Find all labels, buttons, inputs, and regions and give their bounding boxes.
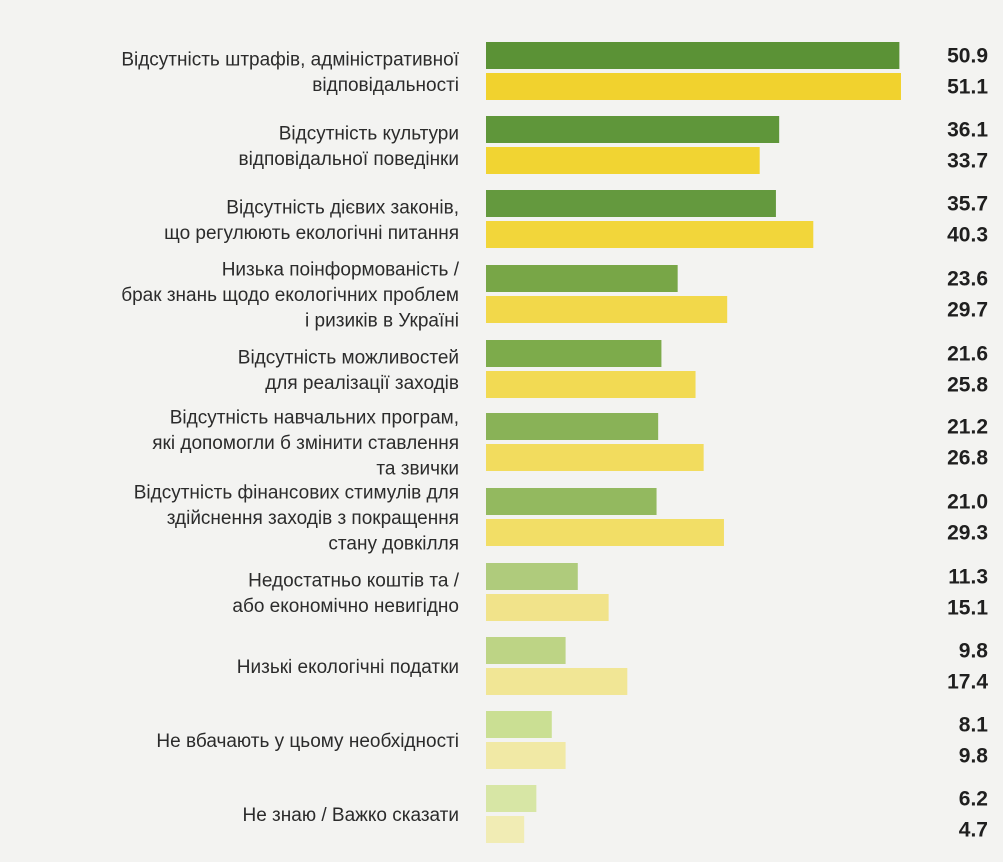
bar-series-1	[486, 413, 659, 440]
value-label: 21.6	[947, 343, 988, 366]
bar-series-1	[486, 116, 780, 143]
value-label: 21.2	[947, 416, 988, 439]
bar-series-2	[486, 296, 728, 323]
category-label-line: Відсутність навчальних програм,	[170, 408, 459, 429]
value-label: 9.8	[959, 640, 989, 663]
value-label: 36.1	[947, 119, 988, 142]
bar-series-2	[486, 73, 901, 100]
value-label: 26.8	[947, 447, 988, 470]
bar-series-1	[486, 340, 662, 367]
category-label-line: Відсутність штрафів, адміністративної	[121, 49, 459, 70]
value-label: 35.7	[947, 193, 988, 216]
category-label-line: стану довкілля	[328, 534, 459, 555]
category-label: Відсутність дієвих законів, що регулюють …	[164, 197, 459, 244]
bar-series-1	[486, 637, 566, 664]
bar-series-1	[486, 488, 657, 515]
category-label-line: і ризиків в Україні	[305, 311, 459, 332]
category-label: Не знаю / Важко сказати	[242, 805, 459, 826]
value-label: 29.3	[947, 522, 988, 545]
category-label: Недостатньо коштів та / або економічно не…	[232, 570, 459, 617]
value-label: 23.6	[947, 268, 988, 291]
bar-series-1	[486, 563, 578, 590]
bar-series-2	[486, 594, 609, 621]
bar-series-1	[486, 190, 776, 217]
category-label-line: Відсутність дієвих законів,	[226, 197, 459, 218]
category-label-line: Відсутність можливостей	[238, 347, 459, 368]
value-label: 21.0	[947, 491, 988, 514]
bar-series-1	[486, 265, 678, 292]
category-label: Відсутність фінансових стимулів для здійс…	[134, 483, 459, 555]
bar-series-2	[486, 371, 696, 398]
category-label-line: або економічно невигідно	[232, 596, 459, 617]
category-label-line: Відсутність фінансових стимулів для	[134, 483, 459, 504]
category-label-line: здійснення заходів з покращення	[167, 508, 459, 529]
bar-series-2	[486, 519, 724, 546]
category-label-line: які допомогли б змінити ставлення	[152, 433, 459, 454]
category-label-line: Низька поінформованість /	[222, 260, 460, 281]
category-label-line: брак знань щодо екологічних проблем	[121, 285, 459, 306]
value-label: 9.8	[959, 745, 989, 768]
bar-series-2	[486, 444, 704, 471]
category-label: Відсутність навчальних програм, які допом…	[152, 408, 459, 480]
bar-series-2	[486, 221, 814, 248]
category-label: Відсутність культури відповідальної повед…	[239, 123, 459, 170]
category-label-line: відповідальності	[312, 75, 459, 96]
value-label: 25.8	[947, 374, 988, 397]
value-label: 8.1	[959, 714, 989, 737]
value-label: 11.3	[948, 566, 988, 589]
category-label-line: для реалізації заходів	[265, 373, 459, 394]
category-label: Відсутність штрафів, адміністративної від…	[121, 49, 459, 96]
category-label: Не вбачають у цьому необхідності	[156, 731, 459, 752]
category-label-line: та звички	[376, 459, 459, 480]
bar-series-1	[486, 42, 900, 69]
value-label: 40.3	[947, 224, 988, 247]
bar-series-2	[486, 742, 566, 769]
bar-series-2	[486, 816, 525, 843]
value-label: 15.1	[947, 597, 988, 620]
value-label: 50.9	[947, 45, 988, 68]
value-label: 6.2	[959, 788, 988, 811]
bar-series-2	[486, 668, 628, 695]
category-label-line: що регулюють екологічні питання	[164, 223, 459, 244]
category-label-line: Низькі екологічні податки	[237, 657, 459, 678]
category-label: Відсутність можливостей для реалізації за…	[238, 347, 459, 394]
value-label: 33.7	[947, 150, 988, 173]
category-label-line: Не вбачають у цьому необхідності	[156, 731, 459, 752]
category-label-line: Відсутність культури	[279, 123, 459, 144]
value-label: 4.7	[959, 819, 988, 842]
bar-series-2	[486, 147, 760, 174]
value-label: 29.7	[947, 299, 988, 322]
value-label: 17.4	[947, 671, 988, 694]
bar-series-1	[486, 785, 537, 812]
value-label: 51.1	[947, 76, 988, 99]
category-label: Низька поінформованість / брак знань щодо…	[121, 260, 459, 332]
category-label: Низькі екологічні податки	[237, 657, 459, 678]
category-label-line: Недостатньо коштів та /	[248, 570, 460, 591]
category-label-line: Не знаю / Важко сказати	[242, 805, 459, 826]
category-label-line: відповідальної поведінки	[239, 149, 459, 170]
bar-series-1	[486, 711, 552, 738]
